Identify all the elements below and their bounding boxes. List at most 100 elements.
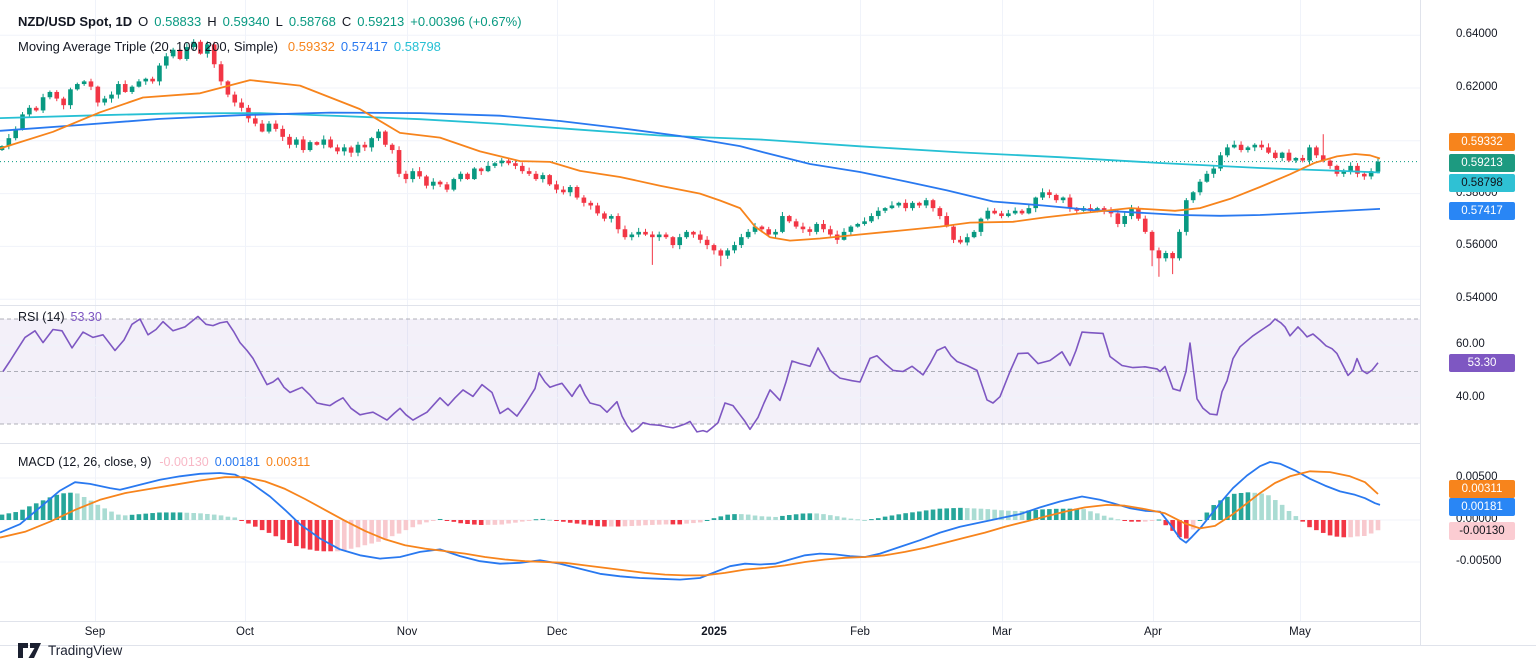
rsi-legend-row[interactable]: RSI (14) 53.30 <box>18 310 108 324</box>
macd-histogram-bar <box>636 520 641 526</box>
macd-histogram-bar <box>519 520 525 522</box>
rsi-tick-label: 60.00 <box>1456 338 1485 350</box>
macd-histogram-bar <box>958 507 963 520</box>
candle-body <box>1245 147 1251 151</box>
candle-body <box>1286 152 1292 161</box>
candle-body <box>1060 197 1066 201</box>
macd-histogram-bar <box>280 520 285 540</box>
candle-body <box>294 139 299 145</box>
candle-body <box>362 144 368 148</box>
candle-body <box>1273 152 1278 158</box>
macd-histogram-bar <box>472 520 477 525</box>
macd-histogram-bar <box>896 514 902 520</box>
candle-body <box>1279 152 1285 158</box>
macd-histogram-bar <box>910 512 915 520</box>
rsi-value-badge: 53.30 <box>1449 353 1515 372</box>
candle-body <box>1033 197 1039 209</box>
ma-legend-row[interactable]: Moving Average Triple (20, 100, 200, Sim… <box>18 39 447 54</box>
macd-histogram-bar <box>1204 512 1210 520</box>
macd-histogram-bar <box>1314 520 1319 531</box>
macd-histogram-bar <box>875 518 881 520</box>
macd-histogram-bar <box>348 520 354 549</box>
macd-histogram-bar <box>1355 520 1360 537</box>
macd-histogram-bar <box>1300 520 1305 522</box>
macd-histogram-bar <box>1122 520 1128 521</box>
macd-histogram-bar <box>13 512 18 520</box>
candle-body <box>944 216 950 227</box>
candle-body <box>403 173 409 180</box>
macd-histogram-bar <box>328 520 333 552</box>
macd-histogram-bar <box>862 519 867 521</box>
macd-histogram-bar <box>287 520 292 544</box>
candle-body <box>725 250 730 256</box>
candle-body <box>608 216 614 219</box>
candle-body <box>807 229 813 232</box>
candle-body <box>937 208 943 217</box>
price-tick-label: 0.56000 <box>1456 239 1498 251</box>
candle-body <box>855 223 861 227</box>
candle-body <box>882 208 888 211</box>
candle-body <box>739 237 744 246</box>
macd-histogram-bar <box>855 519 861 521</box>
macd-histogram-bar <box>581 520 587 525</box>
macd-histogram-bar <box>869 519 874 521</box>
candle-body <box>266 123 272 132</box>
macd-histogram-bar <box>1108 517 1114 520</box>
candle-body <box>745 231 751 238</box>
candle-body <box>88 81 94 87</box>
macd-histogram-bar <box>725 514 730 520</box>
candle-body <box>574 187 580 198</box>
macd-histogram-bar <box>1006 510 1011 520</box>
candle-body <box>759 226 765 230</box>
candle-body <box>1314 147 1319 156</box>
macd-histogram-bar <box>410 520 416 528</box>
macd-histogram-bar <box>1362 520 1367 536</box>
candle-body <box>1320 155 1326 161</box>
candle-body <box>869 216 874 222</box>
low-value: 0.58768 <box>288 14 336 29</box>
macd-histogram-bar <box>1040 509 1045 520</box>
macd-panel <box>0 461 1420 581</box>
candle-body <box>1190 192 1196 201</box>
high-value: 0.59340 <box>222 14 270 29</box>
macd-histogram-bar <box>1074 508 1080 520</box>
last-price-badge: 0.59213 <box>1449 154 1515 172</box>
time-label-may: May <box>1289 626 1311 638</box>
candle-body <box>1163 253 1169 259</box>
candle-body <box>287 136 292 145</box>
candle-body <box>410 171 416 180</box>
macd-histogram-bar <box>1375 520 1381 531</box>
ma100-price-badge: 0.57417 <box>1449 201 1515 220</box>
candle-body <box>588 202 594 206</box>
candle-body <box>1362 173 1367 177</box>
macd-histogram-bar <box>0 514 5 520</box>
macd-histogram-bar <box>1286 510 1292 520</box>
symbol-legend-row[interactable]: NZD/USD Spot, 1D O 0.58833 H 0.59340 L 0.58768… <box>18 14 528 29</box>
candle-body <box>533 173 539 180</box>
candle-body <box>1252 144 1258 148</box>
macd-histogram-bar <box>999 510 1004 520</box>
tradingview-logo[interactable]: TradingView <box>18 642 122 659</box>
candle-body <box>1293 157 1299 161</box>
macd-histogram-bar <box>1156 519 1162 521</box>
macd-histogram-bar <box>95 504 101 520</box>
macd-signal-line <box>0 470 1379 577</box>
candle-body <box>232 94 238 103</box>
candle-body <box>75 84 80 90</box>
macd-legend-row[interactable]: MACD (12, 26, close, 9) -0.00130 0.00181 0.… <box>18 455 316 469</box>
candle-body <box>1375 161 1381 172</box>
candle-body <box>793 221 799 227</box>
macd-histogram-bar <box>745 514 751 520</box>
candle-body <box>451 179 457 190</box>
open-value: 0.58833 <box>154 14 202 29</box>
candle-body <box>711 245 717 251</box>
macd-histogram-bar <box>1341 520 1347 538</box>
macd-histogram-bar <box>1129 520 1134 522</box>
ma20-line <box>0 79 1381 242</box>
macd-histogram-bar <box>266 520 272 533</box>
change-value: +0.00396 (+0.67%) <box>410 14 522 29</box>
candle-body <box>704 239 710 246</box>
macd-histogram-bar <box>430 520 436 521</box>
macd-tick-label: -0.00500 <box>1456 555 1502 567</box>
